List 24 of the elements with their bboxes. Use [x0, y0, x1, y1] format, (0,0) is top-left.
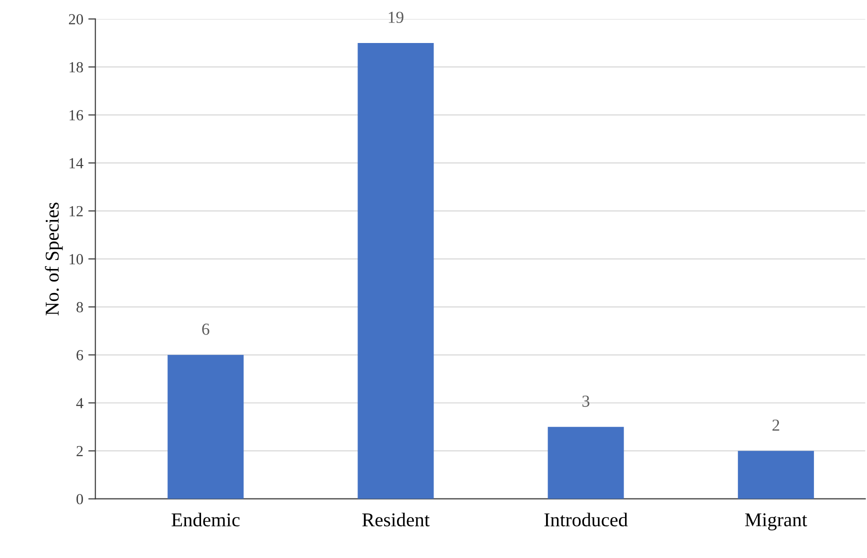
- y-tick-label: 4: [76, 398, 84, 408]
- data-label: 6: [202, 324, 210, 335]
- x-tick-label: Introduced: [544, 512, 628, 526]
- x-tick-label: Endemic: [172, 512, 240, 526]
- y-tick-label: 16: [70, 110, 84, 120]
- bar: [738, 450, 814, 499]
- data-label: 19: [388, 12, 404, 23]
- y-tick-label: 2: [76, 446, 83, 456]
- bar: [168, 354, 244, 499]
- bar: [358, 42, 434, 499]
- bar: [548, 426, 624, 499]
- y-tick-label: 6: [76, 350, 84, 360]
- y-tick-label: 8: [76, 302, 83, 312]
- y-tick-label: 18: [70, 62, 83, 72]
- y-tick-label: 20: [68, 14, 83, 24]
- y-tick-label: 10: [70, 254, 83, 264]
- x-tick-label: Resident: [362, 512, 430, 526]
- x-tick-label: Migrant: [745, 513, 808, 530]
- data-label: 3: [582, 396, 590, 407]
- y-tick-label: 0: [76, 494, 83, 504]
- data-label: 2: [772, 420, 780, 431]
- y-tick-label: 12: [70, 206, 83, 216]
- y-axis-title: No. of Species: [44, 202, 63, 316]
- y-tick-label: 14: [70, 158, 84, 168]
